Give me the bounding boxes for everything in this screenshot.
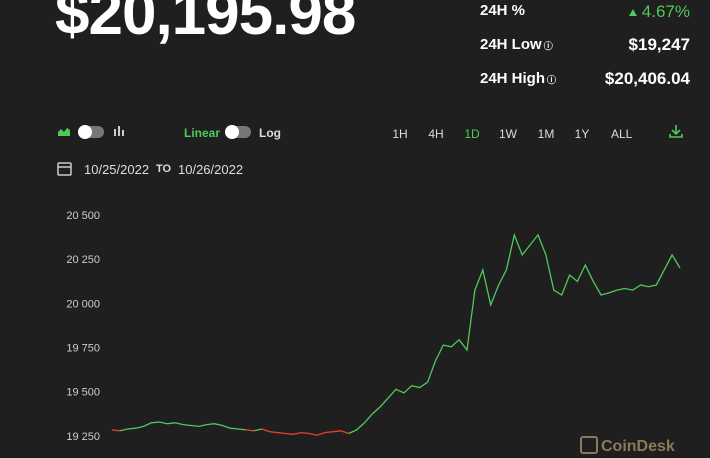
download-icon[interactable]	[669, 124, 683, 138]
stat-value-text: 4.67%	[641, 2, 690, 21]
price-line	[253, 428, 263, 432]
stat-label: 24H High ⓘ	[480, 70, 557, 87]
stat-value: 4.67%	[628, 2, 690, 22]
stat-label-text: 24H Low	[480, 36, 542, 53]
stat-label: 24H Low ⓘ	[480, 36, 553, 53]
log-label[interactable]: Log	[259, 126, 281, 140]
date-from[interactable]: 10/25/2022	[84, 162, 150, 177]
range-button[interactable]: ALL	[611, 127, 633, 141]
date-to[interactable]: 10/26/2022	[178, 162, 244, 177]
candle-icon[interactable]	[113, 125, 125, 137]
price-line	[111, 429, 120, 432]
y-tick-label: 20 000	[66, 298, 100, 310]
area-icon[interactable]	[57, 125, 71, 137]
stat-label-text: 24H High	[480, 70, 546, 87]
range-button[interactable]: 1D	[464, 127, 480, 141]
stat-label: 24H %	[480, 2, 526, 19]
range-button[interactable]: 1W	[499, 127, 517, 141]
range-button[interactable]: 1Y	[574, 127, 590, 141]
range-button[interactable]: 4H	[428, 127, 444, 141]
linear-label[interactable]: Linear	[184, 126, 221, 140]
stat-value: $20,406.04	[604, 69, 690, 88]
up-arrow	[628, 9, 637, 16]
scale-toggle[interactable]	[225, 125, 251, 139]
range-button[interactable]: 1M	[537, 127, 555, 141]
watermark-text: CoinDesk	[601, 438, 675, 455]
y-tick-label: 19 500	[66, 387, 100, 399]
chart-type-toggle[interactable]	[78, 125, 104, 139]
y-tick-label: 20 500	[66, 210, 100, 222]
calendar-icon[interactable]	[57, 160, 72, 176]
range-button[interactable]: 1H	[392, 127, 408, 141]
price-line	[246, 429, 255, 432]
watermark: CoinDesk	[580, 436, 675, 456]
price-line	[119, 421, 247, 432]
date-sep: TO	[156, 163, 172, 175]
y-tick-label: 19 750	[66, 343, 100, 355]
y-tick-label: 20 250	[66, 254, 100, 266]
price-line	[348, 232, 681, 435]
y-tick-label: 19 250	[66, 431, 100, 443]
price: $20,195.98	[55, 0, 356, 48]
price-line	[261, 428, 349, 436]
stat-value: $19,247	[628, 35, 690, 54]
